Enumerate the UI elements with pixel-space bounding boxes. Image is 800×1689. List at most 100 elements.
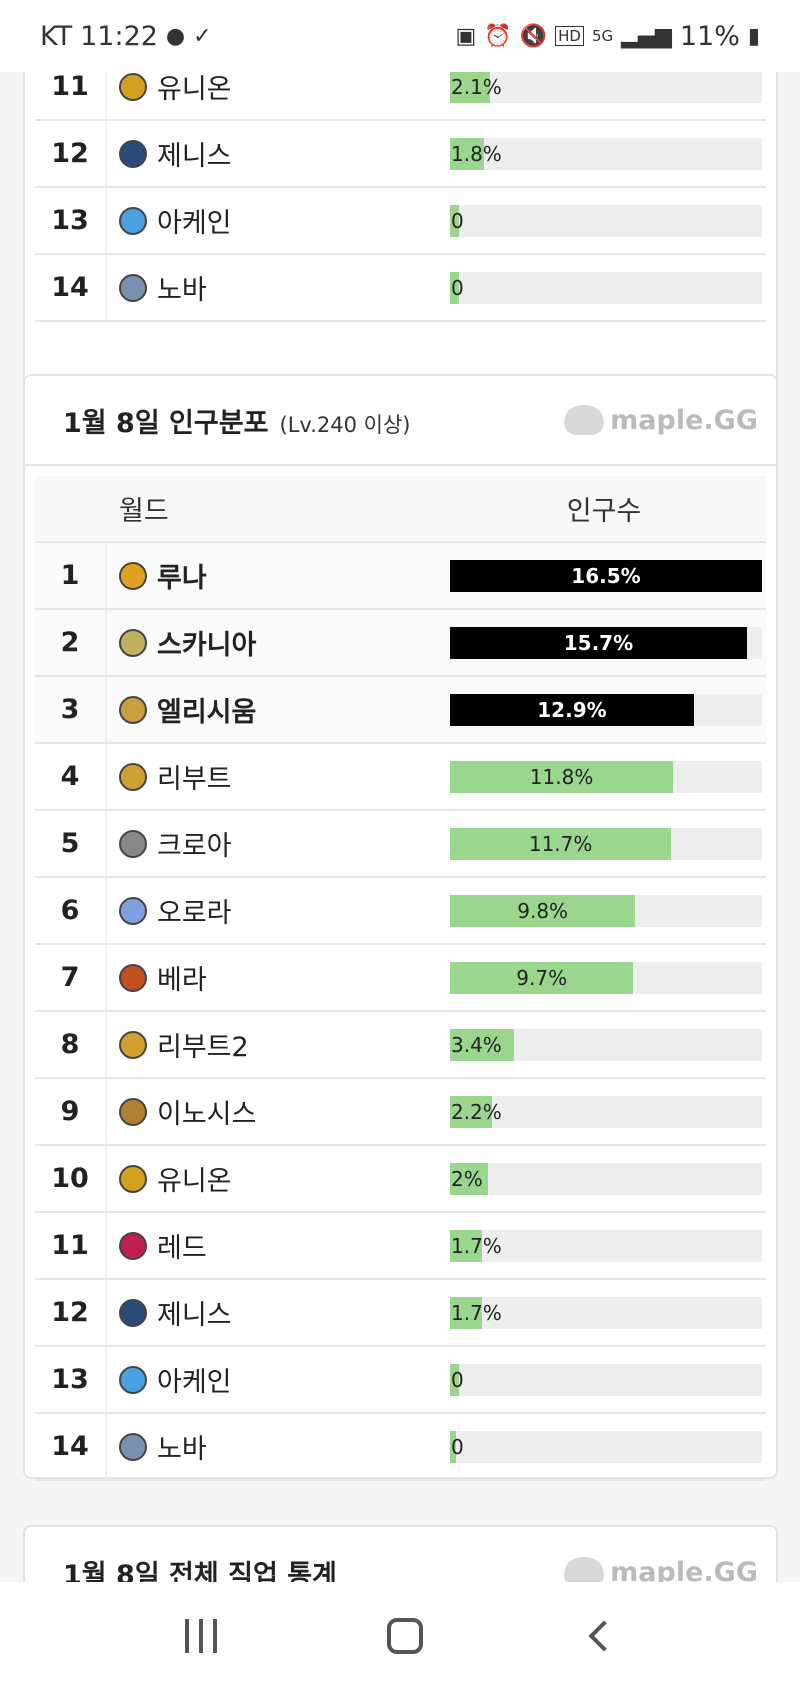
population-bar: 0 [450,271,464,304]
population-bar: 9.7% [450,961,634,994]
world-cell[interactable]: 루나 [105,543,450,608]
world-name: 노바 [157,1434,207,1465]
population-percent: 2% [451,1166,483,1191]
world-cell[interactable]: 리부트2 [105,1012,450,1077]
population-percent: 2.1% [451,74,502,99]
world-cell[interactable]: 아케인 [105,188,450,253]
table-row: 13 아케인 0 [35,188,766,255]
world-cell[interactable]: 베라 [105,945,450,1010]
world-name: 크로아 [157,831,232,862]
population-bar-track: 9.7% [450,961,762,994]
rank-number: 14 [51,1431,89,1462]
world-cell[interactable]: 유니온 [105,1146,450,1211]
world-name: 스카니아 [157,630,257,661]
clock: 11:22 [80,20,158,52]
table-row: 4 리부트 11.8% [35,744,766,811]
table-row: 7 베라 9.7% [35,945,766,1012]
world-cell[interactable]: 아케인 [105,1347,450,1412]
world-name: 유니온 [157,74,232,105]
table-row: 10 유니온 2% [35,1146,766,1213]
back-button[interactable] [588,1619,620,1652]
rank-number: 12 [51,1297,89,1328]
croa-icon [119,829,147,858]
population-bar: 11.8% [450,760,674,793]
table-row: 3 엘리시움 12.9% [35,677,766,744]
job-stats-card: 1월 8일 전체 직업 통계 maple.GG [23,1525,778,1582]
page-content[interactable]: 11 유니온 2.1% 12 제니스 1.8% 13 아케인 0 14 노바 0 1월 8일 인구분포… [0,72,800,1582]
population-bar-track: 15.7% [450,626,762,659]
rank-number: 9 [60,1096,80,1127]
home-button[interactable] [387,1617,423,1654]
population-bar-track: 1.7% [450,1296,762,1329]
population-percent: 0 [451,275,464,300]
population-bar-track: 2.1% [450,72,762,103]
rank-number: 3 [60,694,80,725]
population-bar-track: 2.2% [450,1095,762,1128]
population-table: 월드 인구수 1 루나 16.5% 2 스카니아 15.7% 3 엘리시움 12.9% 4 리부트 1… [35,476,766,1481]
table-row: 14 노바 0 [35,1414,766,1481]
rank-number: 14 [51,272,89,303]
union-icon [119,1164,147,1193]
rank-number: 1 [60,560,80,591]
world-cell[interactable]: 제니스 [105,1280,450,1345]
rank-number: 13 [51,205,89,236]
nova-icon [119,273,147,302]
table-row: 13 아케인 0 [35,1347,766,1414]
world-cell[interactable]: 스카니아 [105,610,450,675]
table-header: 월드 인구수 [35,476,766,543]
world-cell[interactable]: 엘리시움 [105,677,450,742]
world-name: 아케인 [157,1367,232,1398]
world-name: 유니온 [157,1166,232,1197]
population-bar: 2.2% [450,1095,502,1128]
population-bar-track: 0 [450,1430,762,1463]
population-percent: 11.8% [529,764,594,789]
scania-icon [119,628,147,657]
alarm-icon: ⏰ [484,23,512,49]
population-percent: 1.7% [451,1300,502,1325]
rank-number: 7 [60,962,80,993]
arcane-icon [119,206,147,235]
world-cell[interactable]: 오로라 [105,878,450,943]
world-cell[interactable]: 리부트 [105,744,450,809]
lock-icon: ▣ [455,23,477,49]
table-row: 8 리부트2 3.4% [35,1012,766,1079]
card-title: 1월 8일 인구분포 [63,407,269,439]
nova-icon [119,1432,147,1461]
signal-icon: ▂▄▆ [621,23,672,49]
population-bar-track: 0 [450,271,762,304]
world-cell[interactable]: 노바 [105,255,450,320]
world-name: 엘리시움 [157,697,257,728]
recents-button[interactable] [185,1618,217,1653]
population-bar-track: 11.8% [450,760,762,793]
world-cell[interactable]: 이노시스 [105,1079,450,1144]
rank-number: 12 [51,138,89,169]
rank-number: 10 [51,1163,89,1194]
rank-number: 13 [51,1364,89,1395]
rank-number: 2 [60,627,80,658]
population-bar: 3.4% [450,1028,515,1061]
world-name: 이노시스 [157,1099,257,1130]
population-bar: 2% [450,1162,488,1195]
world-cell[interactable]: 제니스 [105,121,450,186]
table-row: 11 레드 1.7% [35,1213,766,1280]
population-bar: 1.7% [450,1229,502,1262]
table-row: 6 오로라 9.8% [35,878,766,945]
card-subtitle: (Lv.240 이상) [279,412,411,437]
rank-number: 5 [60,828,80,859]
battery-label: 11% [679,20,740,52]
table-row: 12 제니스 1.7% [35,1280,766,1347]
maplegg-logo[interactable]: maple.GG [564,405,758,436]
population-bar-track: 16.5% [450,559,762,592]
reboot-icon [119,762,147,791]
world-cell[interactable]: 유니온 [105,72,450,119]
population-bar: 0 [450,1363,464,1396]
world-name: 리부트2 [157,1032,249,1063]
maplegg-logo[interactable]: maple.GG [564,1557,758,1582]
world-cell[interactable]: 노바 [105,1414,450,1479]
mute-icon: 🔇 [519,23,548,49]
world-cell[interactable]: 레드 [105,1213,450,1278]
world-cell[interactable]: 크로아 [105,811,450,876]
population-percent: 1.8% [451,141,502,166]
table-row: 12 제니스 1.8% [35,121,766,188]
population-bar: 11.7% [450,827,672,860]
